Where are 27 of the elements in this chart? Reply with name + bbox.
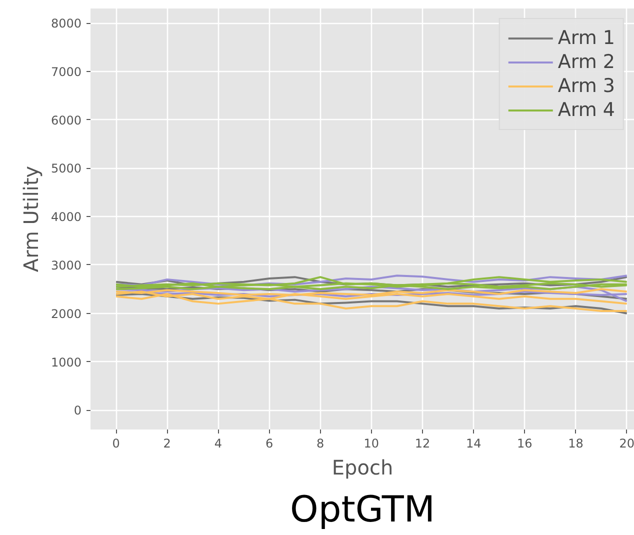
y-tick-label: 6000: [50, 113, 82, 128]
y-tick-label: 1000: [50, 355, 82, 370]
legend-label: Arm 4: [558, 99, 615, 121]
y-tick-label: 0: [74, 404, 82, 418]
text: OptGTM: [290, 490, 435, 530]
y-tick-label: 5000: [50, 162, 82, 176]
x-tick-label: 0: [112, 436, 120, 450]
x-tick-label: 6: [265, 436, 274, 450]
y-tick-label: 4000: [50, 210, 82, 224]
y-tick-label: 2000: [50, 306, 82, 321]
y-tick-label: 3000: [50, 258, 82, 272]
x-tick-label: 8: [316, 436, 324, 450]
x-tick-label: 14: [466, 436, 482, 450]
x-tick-label: 20: [619, 436, 634, 450]
x-tick-label: 10: [364, 436, 380, 450]
x-axis-title: Epoch: [332, 456, 394, 480]
x-tick-label: 16: [517, 436, 532, 450]
x-tick-label: 2: [163, 436, 171, 450]
legend-label: Arm 1: [558, 27, 615, 49]
legend-label: Arm 3: [558, 75, 615, 97]
x-tick-label: 18: [568, 436, 584, 450]
y-tick-label: 8000: [50, 16, 82, 31]
y-tick-label: 7000: [50, 64, 82, 79]
x-tick-label: 4: [214, 436, 222, 450]
y-axis-title: Arm Utility: [18, 166, 43, 272]
legend-label: Arm 2: [558, 51, 615, 73]
x-tick-label: 12: [414, 436, 430, 450]
